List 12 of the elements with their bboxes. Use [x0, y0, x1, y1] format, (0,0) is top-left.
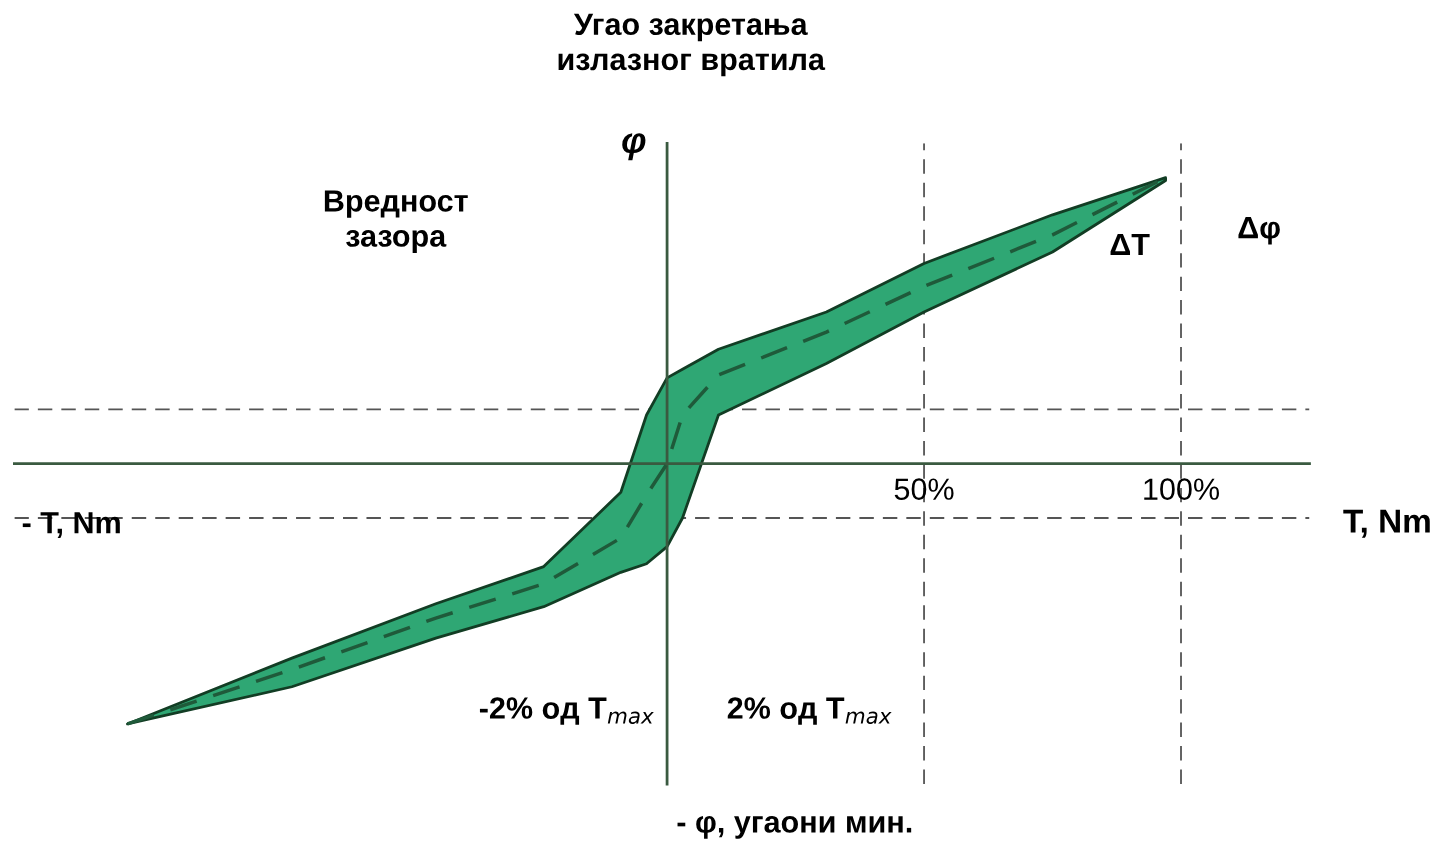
annotation: - T, Nm — [22, 512, 120, 538]
annotation: -2% од T$_{max}$ — [479, 697, 654, 725]
x-axis-title: T, Nm — [1343, 509, 1430, 538]
chart-title: Угао закретања излазног вратила — [558, 13, 826, 77]
text: - φ, угаони мин. — [677, 815, 912, 839]
annotation: ΔT — [1110, 233, 1150, 255]
x-tick-label: 100% — [1144, 478, 1219, 500]
annotation: Δφ — [1238, 217, 1280, 245]
annotation: 2% од T$_{max}$ — [727, 697, 892, 725]
x-tick-label: 50% — [894, 478, 954, 500]
y-axis-title: φ — [622, 133, 646, 161]
annotation: Вредност зазора — [324, 190, 468, 253]
